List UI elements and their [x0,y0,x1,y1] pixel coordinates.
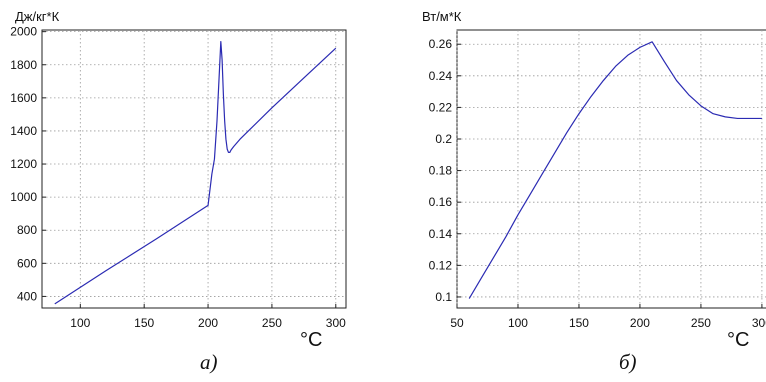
y-tick-label: 1000 [10,190,37,204]
plot-frame [41,29,347,309]
x-tick-label: 50 [450,316,464,330]
y-tick-label: 0.2 [435,132,452,146]
y-tick-label: 0.22 [429,100,453,114]
y-tick-label: 0.1 [435,290,452,304]
x-tick-label: 300 [752,316,766,330]
y-tick-label: 0.16 [429,195,453,209]
x-tick-label: 150 [134,316,154,330]
x-tick-label: 200 [198,316,218,330]
x-tick-label: 200 [630,316,650,330]
y-tick-label: 0.24 [429,69,453,83]
y-axis-label: Вт/м*К [422,9,462,24]
y-tick-label: 800 [17,223,37,237]
series-line [468,41,762,299]
x-axis-label: °C [300,329,322,351]
y-tick-label: 1600 [10,91,37,105]
y-tick-label: 1400 [10,124,37,138]
y-tick-label: 1800 [10,58,37,72]
x-tick-label: 250 [262,316,282,330]
x-tick-label: 100 [70,316,90,330]
x-tick-label: 300 [326,316,346,330]
series-line [54,40,337,305]
x-tick-label: 150 [569,316,589,330]
x-tick-label: 100 [508,316,528,330]
y-tick-label: 1200 [10,157,37,171]
y-tick-label: 400 [17,289,37,303]
chart-heat-capacity: 100 150 200 250 300 400 600 800 1000 1200 1400 1600… [10,9,347,351]
caption-b: б) [619,350,637,374]
y-tick-label: 2000 [10,25,37,39]
y-tick-label: 0.14 [429,227,453,241]
y-axis-label: Дж/кг*К [15,9,60,24]
y-tick-label: 0.26 [429,37,453,51]
plot-frame [456,29,766,309]
caption-a: а) [200,350,218,374]
y-tick-label: 0.12 [429,258,453,272]
chart-thermal-conductivity: 50 100 150 200 250 300 0.1 0.12 0.14 0.16 0.18 0.2 0… [422,9,766,351]
y-tick-label: 0.18 [429,164,453,178]
y-tick-label: 600 [17,256,37,270]
x-tick-label: 250 [691,316,711,330]
x-axis-label: °C [727,329,749,351]
